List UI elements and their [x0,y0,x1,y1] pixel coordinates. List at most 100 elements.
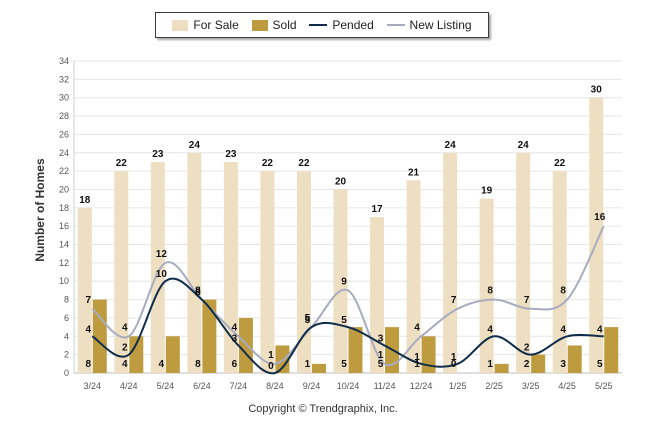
bar-for-sale [114,171,129,373]
for-sale-swatch [172,19,189,31]
legend-label-new-listing: New Listing [409,18,472,32]
for-sale-value-label: 23 [225,149,237,160]
y-tick-label: 24 [59,148,69,158]
bar-for-sale [479,198,494,373]
bar-for-sale [589,97,604,374]
new-listing-value-label: 1 [378,350,384,361]
legend-item-for-sale[interactable]: For Sale [172,18,239,32]
sold-value-label: 6 [232,359,238,370]
x-tick-label: 9/24 [303,381,321,391]
x-tick-label: 1/25 [449,381,467,391]
sold-value-label: 2 [524,359,530,370]
x-tick-label: 3/24 [84,381,102,391]
bar-for-sale [77,207,92,373]
sold-value-label: 1 [487,359,493,370]
pended-value-label: 4 [560,324,566,335]
bar-sold [238,317,253,373]
new-listing-value-label: 7 [451,295,457,306]
sold-value-label: 4 [159,359,165,370]
bar-sold [604,327,619,373]
y-tick-label: 8 [64,295,69,305]
new-listing-value-label: 5 [305,313,311,324]
legend: For Sale Sold Pended New Listing [155,12,489,38]
x-tick-label: 5/25 [595,381,613,391]
x-tick-label: 10/24 [337,381,360,391]
x-tick-label: 11/24 [374,381,396,391]
y-tick-label: 6 [64,313,69,323]
sold-value-label: 1 [414,359,420,370]
for-sale-value-label: 22 [262,158,274,169]
sold-value-label: 3 [560,359,566,370]
bar-for-sale [370,217,385,373]
y-tick-label: 30 [59,93,69,103]
line-pended [91,277,604,375]
y-tick-label: 16 [59,221,69,231]
for-sale-value-label: 18 [79,195,91,206]
bar-sold [494,363,509,373]
bar-sold [311,363,326,373]
pended-value-label: 3 [378,333,384,344]
x-tick-label: 4/25 [558,381,576,391]
for-sale-value-label: 20 [335,176,347,187]
legend-item-sold[interactable]: Sold [251,18,297,32]
new-listing-value-label: 8 [487,286,493,297]
bar-for-sale [406,180,421,373]
new-listing-value-label: 4 [232,322,238,333]
new-listing-swatch [386,24,405,26]
sold-value-label: 4 [122,359,128,370]
bar-for-sale [552,171,567,373]
sold-value-label: 8 [195,359,201,370]
x-tick-label: 7/24 [230,381,248,391]
y-tick-label: 34 [59,56,69,66]
x-tick-label: 8/24 [266,381,284,391]
sold-value-label: 5 [378,359,384,370]
y-tick-label: 10 [59,276,69,286]
legend-item-pended[interactable]: Pended [309,18,374,32]
new-listing-value-label: 1 [268,350,274,361]
sold-value-label: 8 [85,359,91,370]
for-sale-value-label: 24 [445,140,457,151]
bar-for-sale [443,152,458,373]
bar-sold [567,345,582,373]
sold-value-label: 5 [597,359,603,370]
sold-swatch [251,19,268,31]
sold-value-label: 1 [305,359,311,370]
pended-value-label: 2 [524,343,530,354]
y-tick-label: 26 [59,129,69,139]
bar-for-sale [260,171,275,373]
pended-value-label: 4 [487,324,493,335]
pended-value-label: 2 [122,343,128,354]
bar-for-sale [516,152,531,373]
y-tick-label: 28 [59,111,69,121]
pended-value-label: 4 [85,324,91,335]
bar-sold [202,299,217,373]
pended-value-label: 5 [305,315,311,326]
bar-sold [92,299,107,373]
bar-for-sale [187,152,202,373]
pended-value-label: 8 [195,288,201,299]
for-sale-value-label: 22 [298,158,310,169]
bar-sold [531,354,546,373]
pended-value-label: 3 [232,333,238,344]
for-sale-value-label: 22 [554,158,566,169]
for-sale-value-label: 17 [371,204,383,215]
bar-sold [165,336,180,373]
bar-for-sale [333,189,348,373]
y-tick-label: 18 [59,203,69,213]
legend-item-new-listing[interactable]: New Listing [386,18,472,32]
legend-label-pended: Pended [332,18,374,32]
new-listing-value-label: 16 [594,212,606,223]
for-sale-value-label: 23 [152,149,164,160]
x-tick-label: 2/25 [485,381,503,391]
y-tick-label: 4 [64,331,69,341]
bar-sold [348,327,363,373]
x-tick-label: 3/25 [522,381,540,391]
pended-value-label: 1 [451,352,457,363]
for-sale-value-label: 21 [408,167,420,178]
new-listing-value-label: 4 [414,322,420,333]
new-listing-value-label: 4 [122,322,128,333]
y-tick-label: 2 [64,350,69,360]
bar-sold [421,336,436,373]
for-sale-value-label: 24 [518,140,530,151]
